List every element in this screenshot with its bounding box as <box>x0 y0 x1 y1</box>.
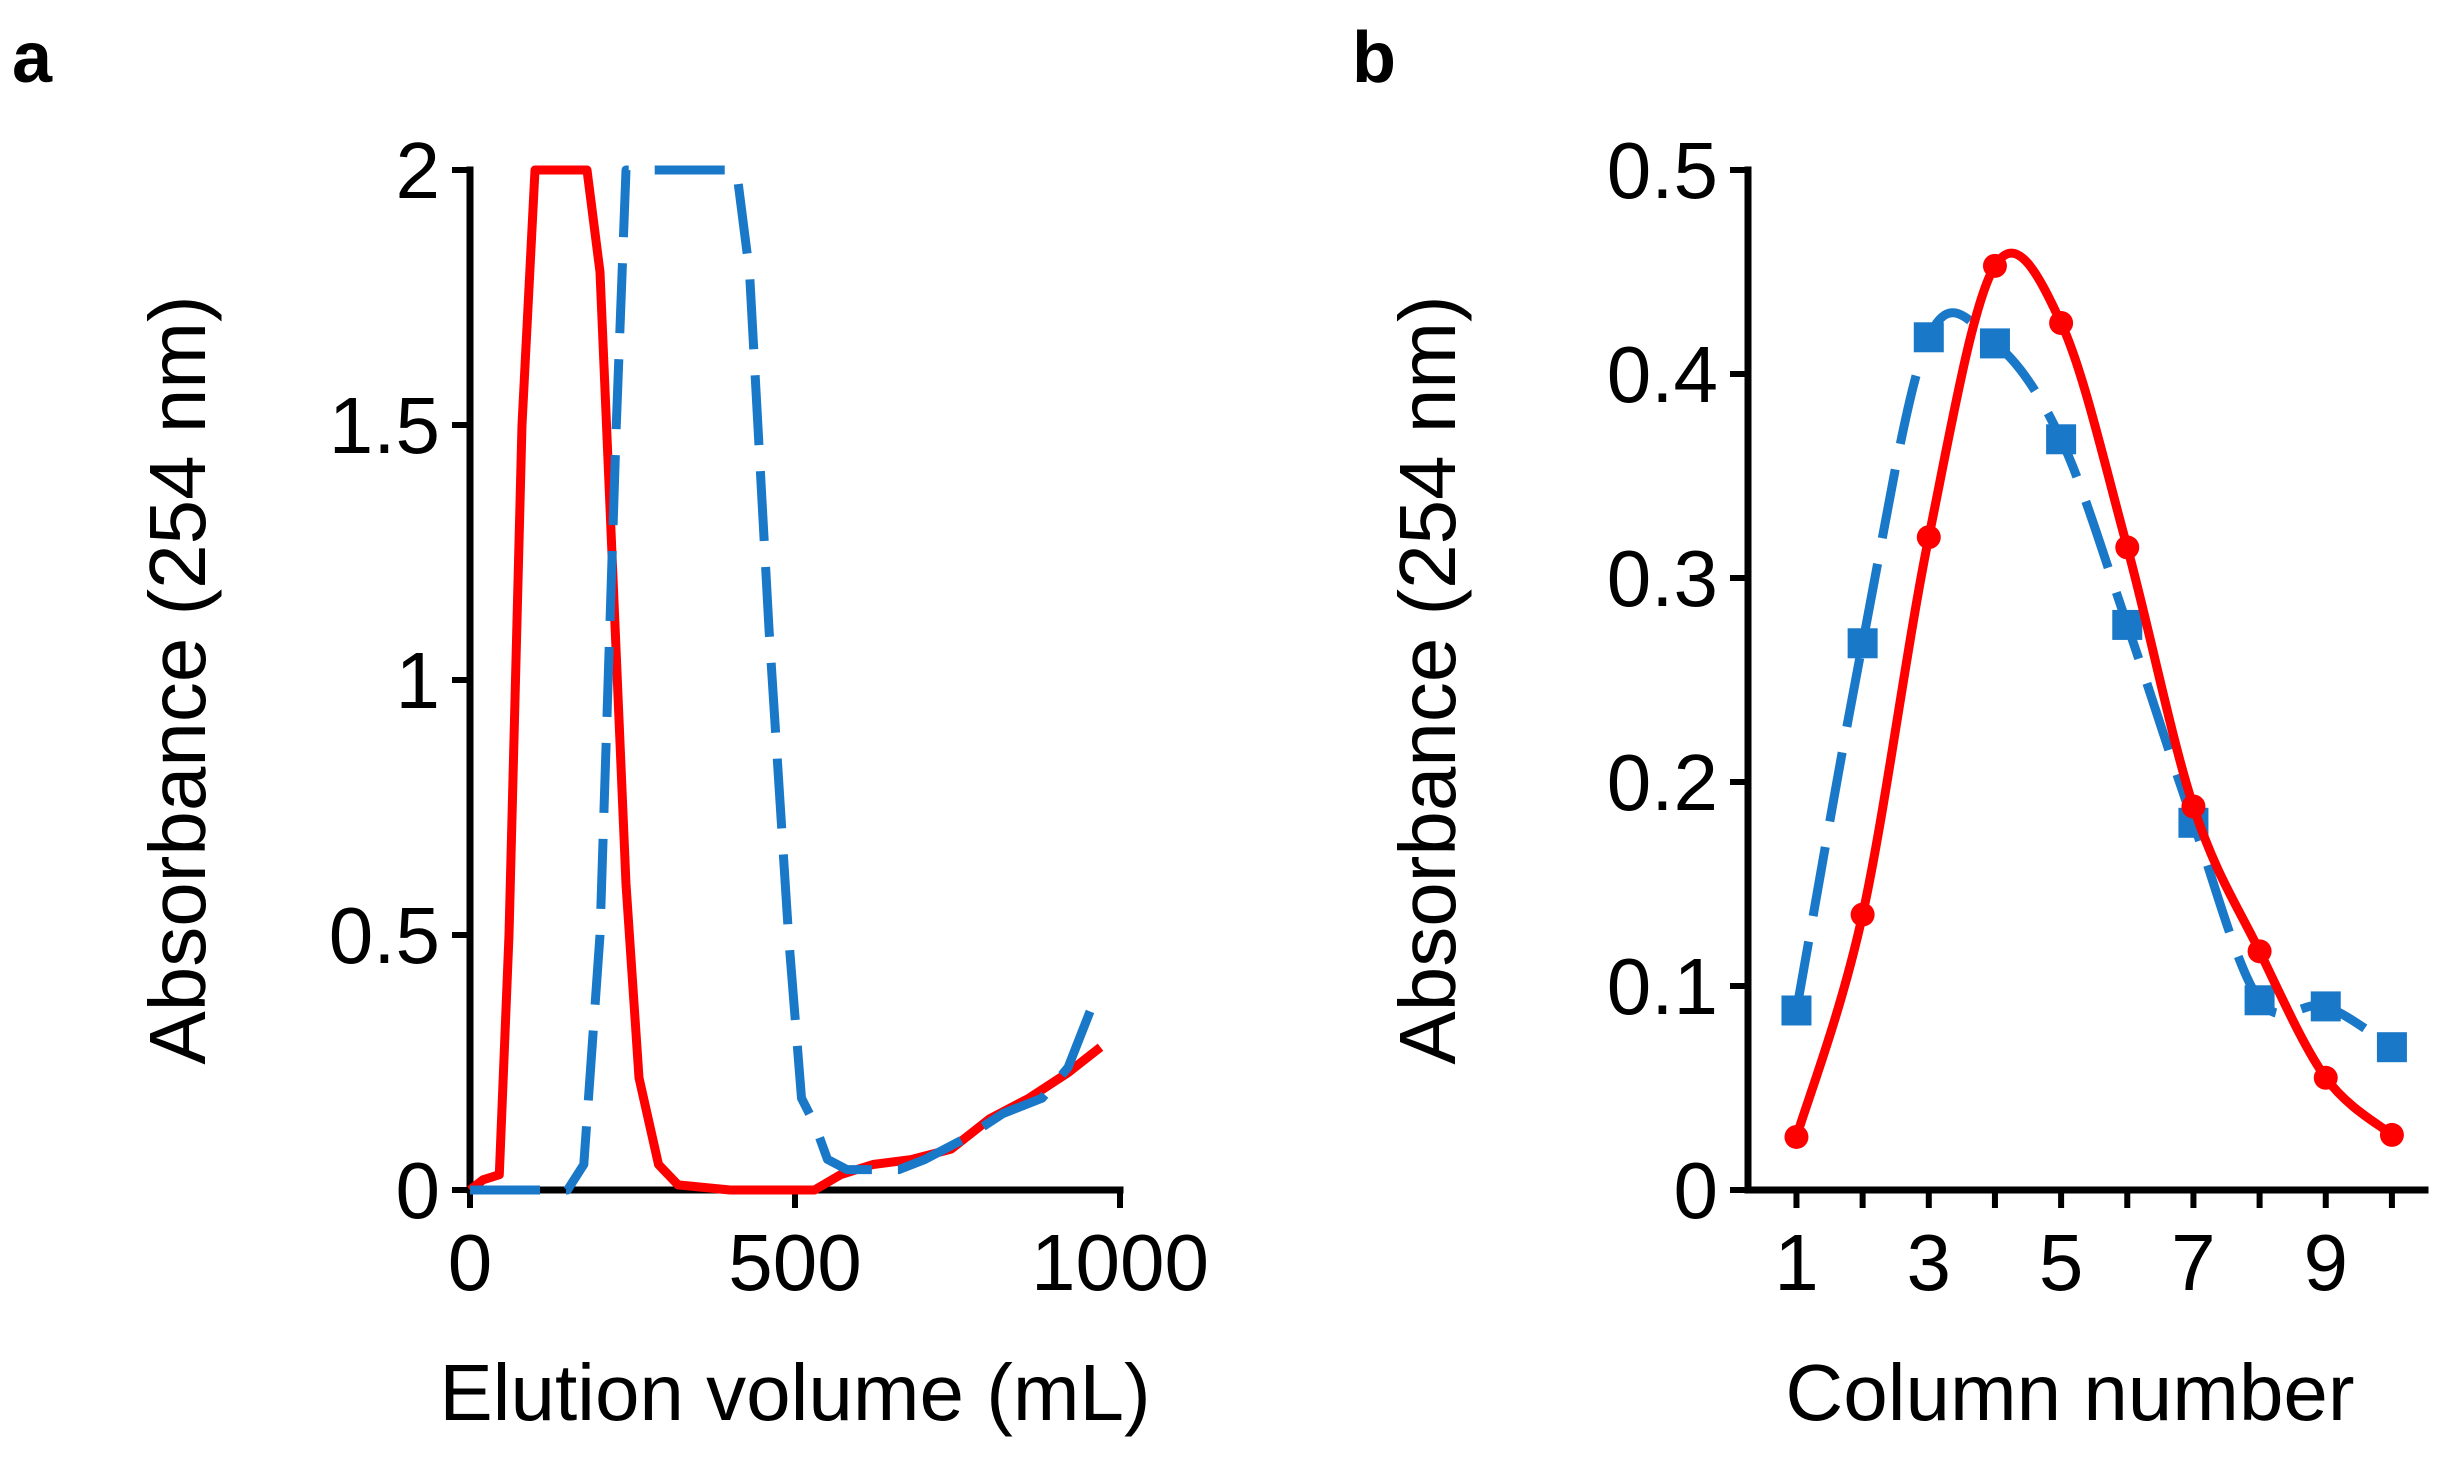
data-point-square <box>2244 985 2275 1016</box>
data-point-square <box>2046 424 2077 455</box>
y-tick-label: 2 <box>396 126 441 215</box>
data-point-circle <box>1916 525 1941 550</box>
y-tick-label: 0 <box>396 1146 441 1235</box>
data-point-circle <box>2313 1065 2338 1090</box>
x-tick-label: 500 <box>728 1218 861 1307</box>
y-tick-label: 0.4 <box>1607 330 1718 419</box>
data-point-circle <box>2379 1122 2404 1147</box>
y-axis-title: Absorbance (254 nm) <box>133 295 222 1064</box>
y-tick-label: 1.5 <box>329 381 440 470</box>
y-tick-label: 0.5 <box>329 891 440 980</box>
x-tick-label: 1 <box>1774 1218 1819 1307</box>
data-point-circle <box>1784 1124 1809 1149</box>
data-point-square <box>2310 991 2341 1022</box>
data-point-square <box>1781 995 1812 1026</box>
data-point-square <box>1979 328 2010 359</box>
data-point-square <box>1847 628 1878 659</box>
chart-panel-a: a 0 0.5 1 1.5 2 0 500 1000 Elution volume (mL) Ab… <box>12 18 1209 1437</box>
x-tick-label: 7 <box>2171 1218 2216 1307</box>
chart-b-svg: 0 0.1 0.2 0.3 0.4 0.5 1 3 5 7 9 Column number Absorb… <box>1383 126 2429 1437</box>
panel-label-b: b <box>1352 18 1396 98</box>
y-tick-label: 0.5 <box>1607 126 1718 215</box>
y-axis-title: Absorbance (254 nm) <box>1383 295 1472 1064</box>
x-tick-label: 9 <box>2304 1218 2349 1307</box>
y-tick-label: 0 <box>1674 1146 1719 1235</box>
panel-label-a: a <box>12 18 53 98</box>
data-point-circle <box>2247 939 2272 964</box>
data-point-square <box>1913 322 1944 353</box>
data-point-square <box>2112 609 2143 640</box>
chart-panel-b: b 0 0.1 0.2 0.3 0.4 0.5 1 3 5 7 9 Column number Abso… <box>1240 0 2458 1471</box>
data-point-circle <box>1982 253 2007 278</box>
series-line-red <box>467 165 1104 1195</box>
x-tick-label: 0 <box>448 1218 493 1307</box>
y-tick-label: 0.3 <box>1607 534 1718 623</box>
data-point-circle <box>2049 311 2074 335</box>
x-tick-label: 3 <box>1907 1218 1952 1307</box>
x-tick-label: 5 <box>2039 1218 2084 1307</box>
series-line-blue <box>470 165 1099 1195</box>
y-tick-label: 0.1 <box>1607 942 1718 1031</box>
data-point-circle <box>2115 535 2140 560</box>
y-tick-label: 0.2 <box>1607 738 1718 827</box>
y-tick-label: 1 <box>396 636 441 725</box>
data-point-circle <box>2181 794 2206 819</box>
x-tick-label: 1000 <box>1031 1218 1209 1307</box>
x-axis-title: Elution volume (mL) <box>439 1348 1150 1437</box>
data-point-square <box>2376 1032 2407 1063</box>
chart-a-svg: 0 0.5 1 1.5 2 0 500 1000 Elution volume (mL) Abso… <box>133 126 1209 1437</box>
data-point-circle <box>1850 902 1875 927</box>
x-axis-title: Column number <box>1785 1348 2354 1437</box>
